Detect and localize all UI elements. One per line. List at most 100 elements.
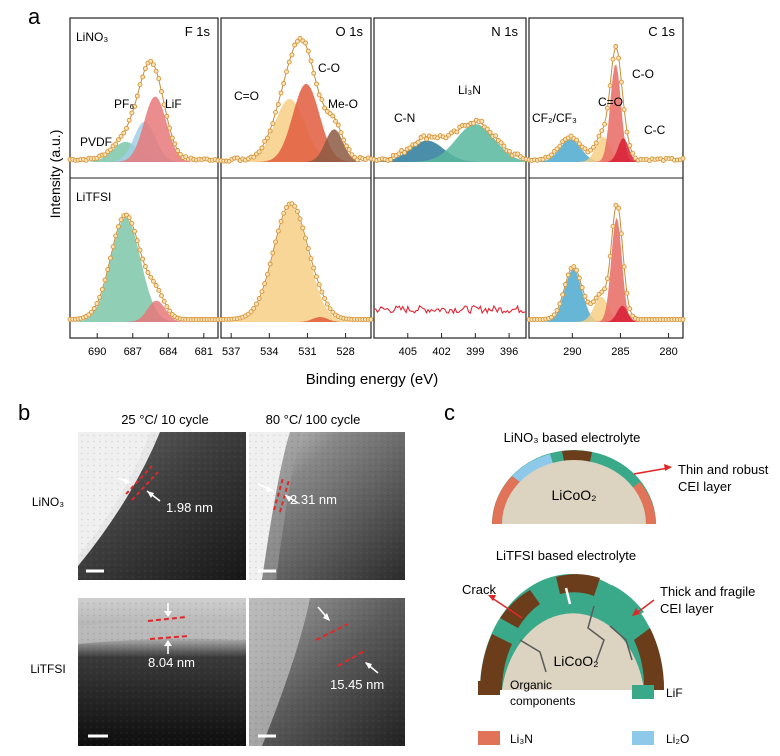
data-point: [314, 81, 319, 87]
data-point: [275, 228, 281, 234]
data-point: [142, 66, 148, 72]
data-point: [624, 129, 630, 135]
data-point: [286, 59, 292, 65]
data-point: [270, 121, 276, 127]
lino3-cei-schematic: LiCoO₂ Thin and robust CEI layer: [492, 450, 769, 524]
data-point: [621, 264, 627, 270]
data-point: [167, 308, 173, 314]
data-point: [599, 128, 605, 134]
data-point: [590, 299, 596, 305]
data-point: [281, 81, 287, 86]
panel-b-letter: b: [18, 400, 30, 425]
data-point: [593, 295, 599, 301]
data-point: [118, 217, 124, 223]
measurement-4: 15.45 nm: [330, 677, 384, 692]
data-point: [107, 147, 113, 153]
data-point: [129, 220, 135, 226]
peak-component: [70, 141, 218, 162]
data-point: [560, 292, 566, 298]
data-point: [548, 152, 554, 158]
data-point: [294, 38, 300, 44]
data-point: [142, 264, 148, 269]
data-point: [627, 143, 633, 148]
data-point: [602, 286, 608, 292]
data-point: [344, 143, 349, 149]
data-point: [680, 156, 686, 161]
row-label-litfsi: LiTFSI: [76, 190, 111, 204]
data-point: [121, 130, 127, 136]
data-point: [616, 205, 622, 211]
data-point: [281, 210, 287, 216]
data-point: [574, 137, 580, 143]
data-point: [156, 76, 162, 82]
x-tick-label: 396: [500, 346, 518, 358]
data-point: [407, 145, 413, 151]
data-point: [610, 56, 616, 62]
data-point: [599, 289, 605, 295]
data-point: [576, 141, 582, 147]
data-point: [270, 250, 276, 256]
peak-label: C-C: [644, 123, 666, 137]
data-point: [604, 276, 610, 282]
legend-swatch-organic: [478, 681, 500, 695]
measurement-2: 2.31 nm: [290, 492, 337, 507]
tem-image-litfsi-80c: 15.45 nm: [249, 598, 405, 746]
panel-c: c LiNO₃ based electrolyte LiCoO₂ Thin an…: [444, 400, 769, 746]
bottom-core-label: LiCoO₂: [553, 653, 598, 669]
data-point: [251, 305, 257, 311]
data-point: [319, 97, 325, 103]
data-point: [264, 135, 270, 141]
peak-component: [374, 140, 526, 162]
data-point: [515, 151, 521, 157]
peak-component: [374, 124, 526, 162]
data-point: [487, 129, 493, 135]
data-point: [156, 287, 162, 293]
legend-label-li3n: Li₃N: [510, 732, 533, 746]
x-tick-label: 280: [659, 346, 677, 358]
top-title: LiNO₃ based electrolyte: [504, 430, 641, 445]
data-point: [308, 256, 314, 262]
data-point: [164, 113, 170, 119]
data-point: [107, 255, 113, 261]
x-tick-label: 399: [466, 346, 484, 358]
peak-component: [529, 139, 683, 162]
data-point: [105, 267, 111, 272]
data-point: [267, 128, 273, 134]
data-point: [551, 312, 557, 318]
data-point: [113, 141, 119, 147]
data-point: [330, 113, 336, 119]
x-tick-label: 684: [159, 346, 177, 358]
xps-subplot-4: C 1s 290 285 280: [526, 17, 686, 358]
xps-subplot-1: F 1s 690 687 684 681: [67, 17, 221, 358]
data-point: [579, 285, 585, 291]
n1s-litfsi-trace: [373, 304, 526, 315]
subplot-title: F 1s: [185, 24, 211, 39]
top-annotation-line1: Thin and robust: [678, 462, 769, 477]
data-point: [593, 140, 599, 146]
data-point: [259, 289, 265, 295]
data-point: [604, 105, 610, 111]
data-point: [278, 90, 284, 96]
data-point: [115, 224, 121, 230]
data-point: [140, 74, 146, 80]
data-point: [115, 137, 121, 143]
peak-label: C=O: [598, 95, 623, 109]
peak-label: C=O: [234, 89, 259, 103]
measurement-1: 1.98 nm: [166, 500, 213, 515]
data-point: [319, 289, 325, 295]
data-point: [506, 148, 512, 154]
measurement-3: 8.04 nm: [148, 655, 195, 670]
data-point: [248, 309, 254, 315]
peak-component: [70, 96, 218, 162]
tem-image-lino3-25c: 1.98 nm: [78, 432, 246, 580]
x-tick-label: 687: [124, 346, 142, 358]
data-point: [388, 157, 394, 163]
x-tick-label: 528: [336, 346, 354, 358]
data-point: [346, 147, 352, 153]
data-point: [132, 104, 138, 109]
data-point: [150, 278, 156, 284]
x-tick-label: 290: [563, 346, 581, 358]
peak-component: [529, 269, 683, 322]
data-point: [264, 271, 270, 277]
data-point: [554, 146, 560, 152]
